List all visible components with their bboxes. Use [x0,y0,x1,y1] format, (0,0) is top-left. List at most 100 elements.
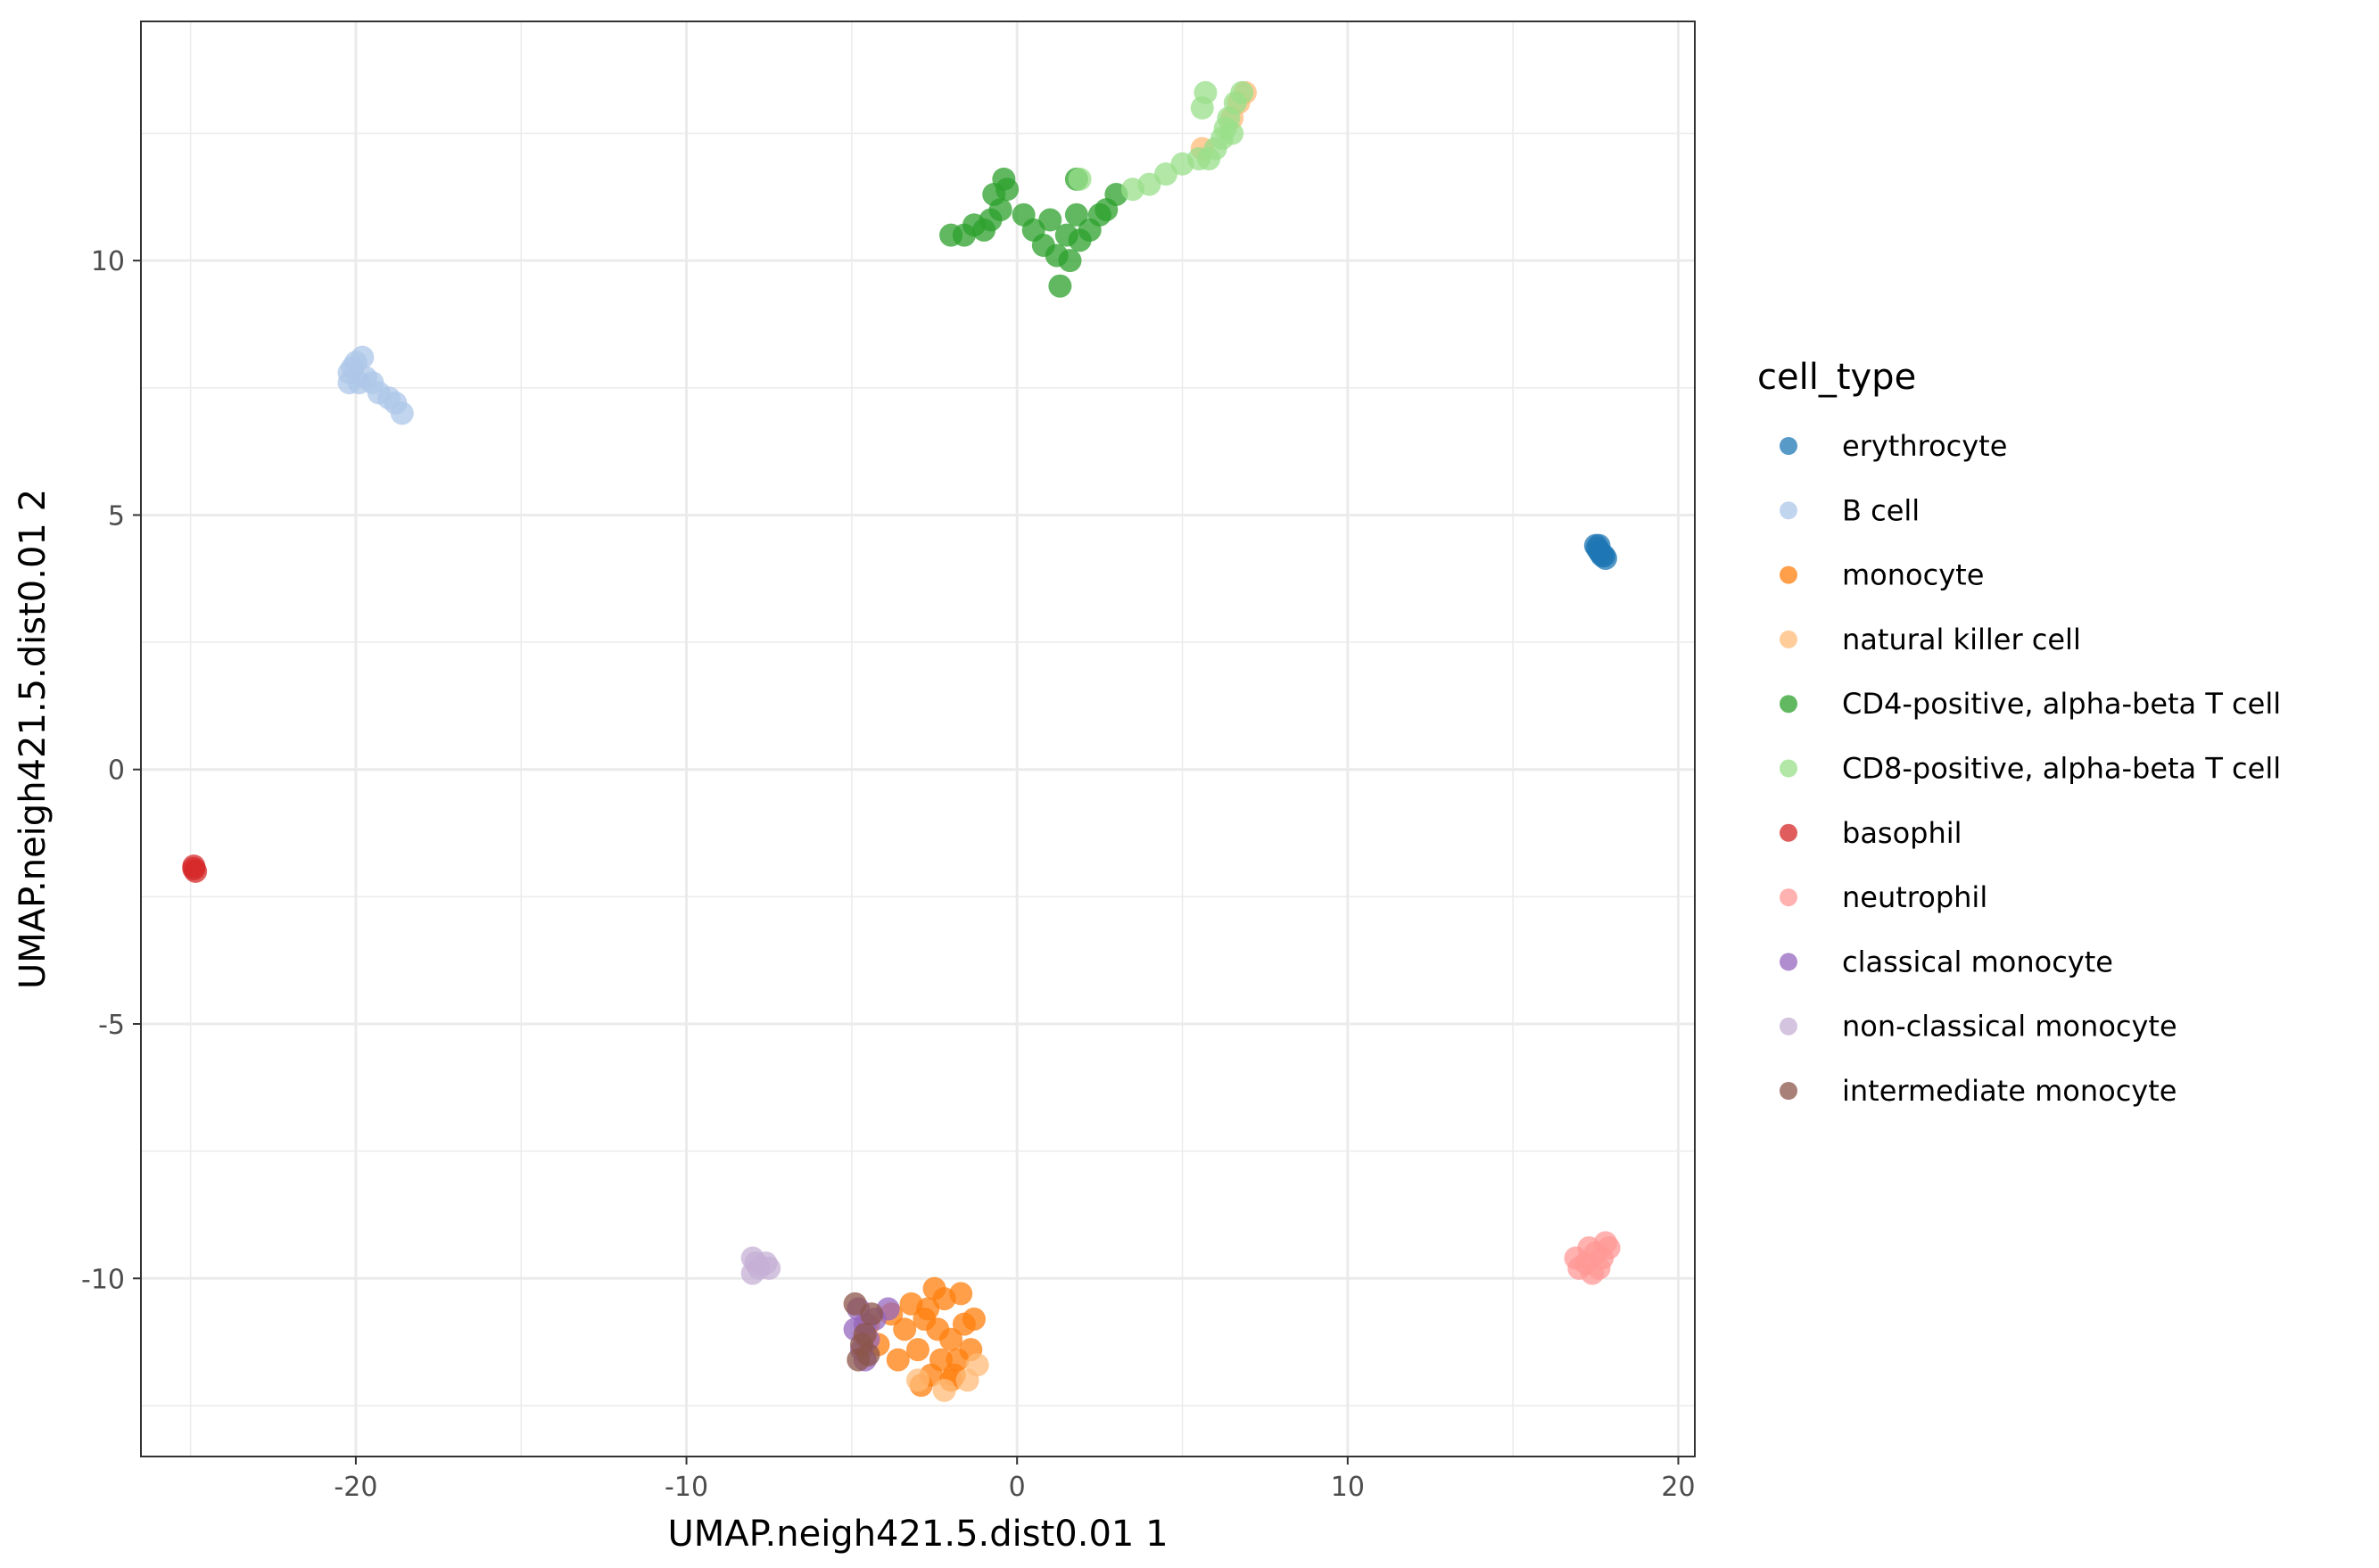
data-point [1064,202,1088,227]
data-point [932,1378,956,1402]
legend-label: intermediate monocyte [1842,1074,2177,1108]
legend-key [1780,630,1797,648]
legend-label: basophil [1842,816,1962,850]
data-point [740,1261,764,1285]
data-point [390,401,414,425]
legend-item: natural killer cell [1780,623,2081,656]
axis-ticks: -20 -10 0 10 20 -10 -5 0 5 10 [81,246,1696,1503]
data-point [1230,80,1254,104]
data-point [939,223,963,247]
series [740,1246,781,1285]
data-point [929,1348,953,1372]
x-axis-title: UMAP.neigh421.5.dist0.01 1 [667,1514,1168,1555]
data-point [962,1307,987,1331]
y-tick-label: 10 [91,246,125,277]
plot-panel-border [140,21,1696,1457]
y-tick-label: -5 [98,1010,125,1041]
legend-key [1780,823,1797,842]
legend-key [1780,1017,1797,1036]
series [1564,1231,1621,1285]
data-point [1038,208,1062,232]
data-point [992,167,1016,191]
legend-label: B cell [1842,493,1920,527]
legend-label: non-classical monocyte [1842,1010,2177,1044]
data-point [1031,234,1055,258]
x-tick-label: 0 [1009,1472,1026,1503]
data-point [1120,177,1144,202]
data-point [1597,1236,1621,1260]
legend-title: cell_type [1757,357,1916,398]
legend-label: classical monocyte [1842,945,2113,978]
x-tick-label: 10 [1331,1472,1365,1503]
legend-key [1780,501,1797,520]
legend-key [1780,695,1797,714]
legend-key [1780,953,1797,971]
data-point [965,1353,989,1377]
data-point [939,1327,963,1351]
data-point [962,213,987,237]
series [939,167,1128,298]
series [1583,533,1617,570]
series [843,1292,884,1372]
y-tick-label: 0 [108,755,125,787]
legend-key [1780,759,1797,778]
data-point [949,1282,973,1306]
data-point [1068,228,1092,252]
data-point [1048,274,1072,298]
data-point [1197,147,1221,171]
legend-item: CD4-positive, alpha-beta T cell [1780,687,2281,721]
legend-item: CD8-positive, alpha-beta T cell [1780,752,2281,786]
legend-label: erythrocyte [1842,429,2007,463]
series [1068,80,1254,202]
legend-key [1780,565,1797,584]
y-tick-label: -10 [81,1264,125,1295]
y-tick-label: 5 [108,500,125,532]
data-point [860,1302,884,1326]
data-point [1058,249,1082,273]
legend-item: intermediate monocyte [1780,1074,2177,1108]
data-point [1068,167,1092,191]
grid-lines [141,21,1695,1457]
data-point [1190,95,1214,120]
data-point [906,1338,929,1362]
data-point [1564,1246,1588,1270]
data-point [1587,533,1611,557]
legend-item: erythrocyte [1780,429,2007,463]
data-point [856,1342,880,1366]
data-point [906,1368,929,1392]
x-tick-label: -10 [665,1472,708,1503]
data-point [1587,1256,1611,1280]
legend-key [1780,1082,1797,1100]
legend-items: erythrocyte B cell monocyte natural killer … [1780,429,2281,1108]
legend-label: neutrophil [1842,880,1987,914]
x-tick-label: -20 [334,1472,377,1503]
data-point [182,856,206,880]
legend-label: CD8-positive, alpha-beta T cell [1842,752,2281,786]
legend-key [1780,888,1797,907]
legend-item: monocyte [1780,558,1984,592]
data-points [182,80,1621,1402]
legend-label: CD4-positive, alpha-beta T cell [1842,687,2281,721]
legend-label: monocyte [1842,558,1984,592]
y-axis-title: UMAP.neigh421.5.dist0.01 2 [12,489,54,989]
data-point [1213,116,1237,140]
series [182,854,208,883]
data-point [1095,198,1119,222]
data-point [886,1348,910,1372]
data-point [916,1297,940,1321]
data-point [922,1276,946,1300]
legend-key [1780,437,1797,455]
legend-item: basophil [1780,816,1962,850]
data-point [351,345,375,369]
series [337,345,414,425]
legend-label: natural killer cell [1842,623,2081,656]
legend-item: B cell [1780,493,1920,527]
legend-item: non-classical monocyte [1780,1010,2177,1044]
legend: cell_type erythrocyte B cell monocyte natur… [1757,357,2281,1108]
data-point [337,371,361,395]
x-tick-label: 20 [1661,1472,1695,1503]
legend-item: classical monocyte [1780,945,2113,978]
data-point [893,1317,917,1341]
legend-item: neutrophil [1780,880,1987,914]
